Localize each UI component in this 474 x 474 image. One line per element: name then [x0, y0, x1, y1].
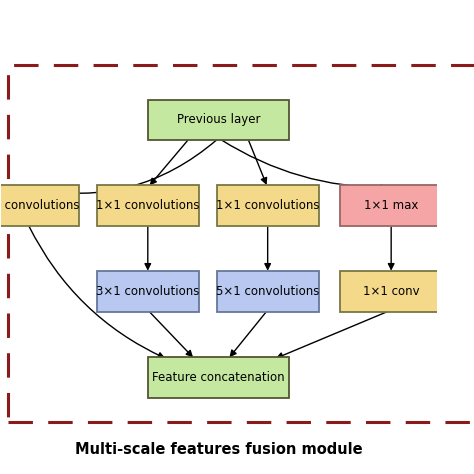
Text: 3×1 convolutions: 3×1 convolutions: [96, 285, 200, 298]
Text: Previous layer: Previous layer: [177, 113, 260, 127]
FancyBboxPatch shape: [148, 357, 290, 398]
Text: 1×1 convolutions: 1×1 convolutions: [96, 200, 200, 212]
FancyBboxPatch shape: [217, 185, 319, 226]
Text: Feature concatenation: Feature concatenation: [152, 371, 285, 384]
FancyBboxPatch shape: [97, 185, 199, 226]
Text: 1×1 max: 1×1 max: [364, 200, 419, 212]
FancyBboxPatch shape: [148, 100, 290, 140]
FancyBboxPatch shape: [340, 185, 442, 226]
FancyBboxPatch shape: [340, 272, 442, 312]
Bar: [8, 65, 474, 422]
Text: Multi-scale features fusion module: Multi-scale features fusion module: [75, 442, 363, 457]
Text: 1×1 conv: 1×1 conv: [363, 285, 419, 298]
FancyBboxPatch shape: [0, 185, 79, 226]
FancyBboxPatch shape: [217, 272, 319, 312]
Text: 1×1 convolutions: 1×1 convolutions: [0, 200, 80, 212]
FancyBboxPatch shape: [97, 272, 199, 312]
Text: 1×1 convolutions: 1×1 convolutions: [216, 200, 319, 212]
Text: 5×1 convolutions: 5×1 convolutions: [216, 285, 319, 298]
